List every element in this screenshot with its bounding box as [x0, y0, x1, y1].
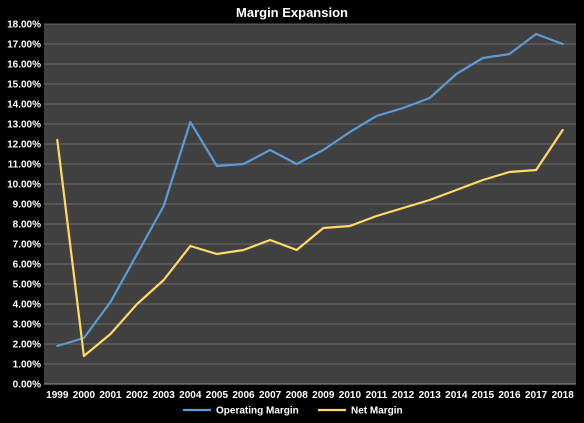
y-tick-label: 15.00% — [7, 80, 41, 91]
x-tick-label: 2000 — [73, 390, 96, 401]
y-tick-label: 13.00% — [7, 120, 41, 131]
x-tick-label: 2015 — [472, 390, 495, 401]
legend-label: Net Margin — [351, 406, 403, 417]
y-tick-label: 11.00% — [8, 160, 41, 171]
x-tick-label: 2001 — [99, 390, 122, 401]
legend-item-operating-margin: Operating Margin — [183, 406, 299, 417]
x-tick-label: 2014 — [445, 390, 468, 401]
x-tick-label: 2004 — [179, 390, 202, 401]
y-tick-label: 0.00% — [13, 380, 41, 391]
x-tick-label: 2013 — [419, 390, 442, 401]
x-tick-label: 2016 — [498, 390, 521, 401]
x-tick-label: 2011 — [366, 390, 388, 401]
y-tick-label: 6.00% — [13, 260, 41, 271]
x-tick-label: 2005 — [206, 390, 229, 401]
y-tick-label: 10.00% — [7, 180, 41, 191]
x-tick-label: 2009 — [312, 390, 335, 401]
series-lines — [56, 32, 564, 358]
legend: Operating Margin Net Margin — [183, 406, 403, 417]
y-tick-label: 3.00% — [13, 320, 41, 331]
y-tick-label: 9.00% — [13, 200, 41, 211]
legend-item-net-margin: Net Margin — [318, 406, 403, 417]
legend-label: Operating Margin — [216, 406, 299, 417]
y-tick-label: 8.00% — [13, 220, 41, 231]
x-tick-label: 2003 — [153, 390, 176, 401]
x-axis: 1999 2000 2001 2002 2003 2004 2005 2006 2007 2008… — [44, 383, 576, 401]
x-tick-label: 2017 — [525, 390, 548, 401]
x-tick-label: 2008 — [286, 390, 309, 401]
y-tick-label: 1.00% — [13, 360, 41, 371]
y-tick-label: 12.00% — [7, 140, 41, 151]
y-axis: 0.00% 1.00% 2.00% 3.00% 4.00% 5.00% 6.00% 7.00%… — [7, 20, 41, 391]
series-line-operating-margin — [56, 32, 564, 348]
y-tick-label: 14.00% — [7, 100, 41, 111]
x-tick-label: 2018 — [552, 390, 575, 401]
x-tick-label: 2002 — [126, 390, 149, 401]
y-tick-label: 7.00% — [13, 240, 41, 251]
x-tick-label: 2012 — [392, 390, 415, 401]
chart-title: Margin Expansion — [236, 5, 348, 20]
series-line-net-margin — [56, 128, 564, 358]
x-tick-label: 2006 — [232, 390, 255, 401]
y-tick-label: 16.00% — [7, 60, 41, 71]
x-tick-label: 2010 — [339, 390, 362, 401]
y-tick-label: 2.00% — [13, 340, 41, 351]
y-tick-label: 5.00% — [13, 280, 41, 291]
x-tick-label: 2007 — [259, 390, 282, 401]
y-tick-label: 17.00% — [7, 40, 41, 51]
y-tick-label: 4.00% — [13, 300, 41, 311]
x-tick-label: 1999 — [46, 390, 69, 401]
gridlines — [44, 23, 576, 385]
y-tick-label: 18.00% — [7, 20, 41, 31]
